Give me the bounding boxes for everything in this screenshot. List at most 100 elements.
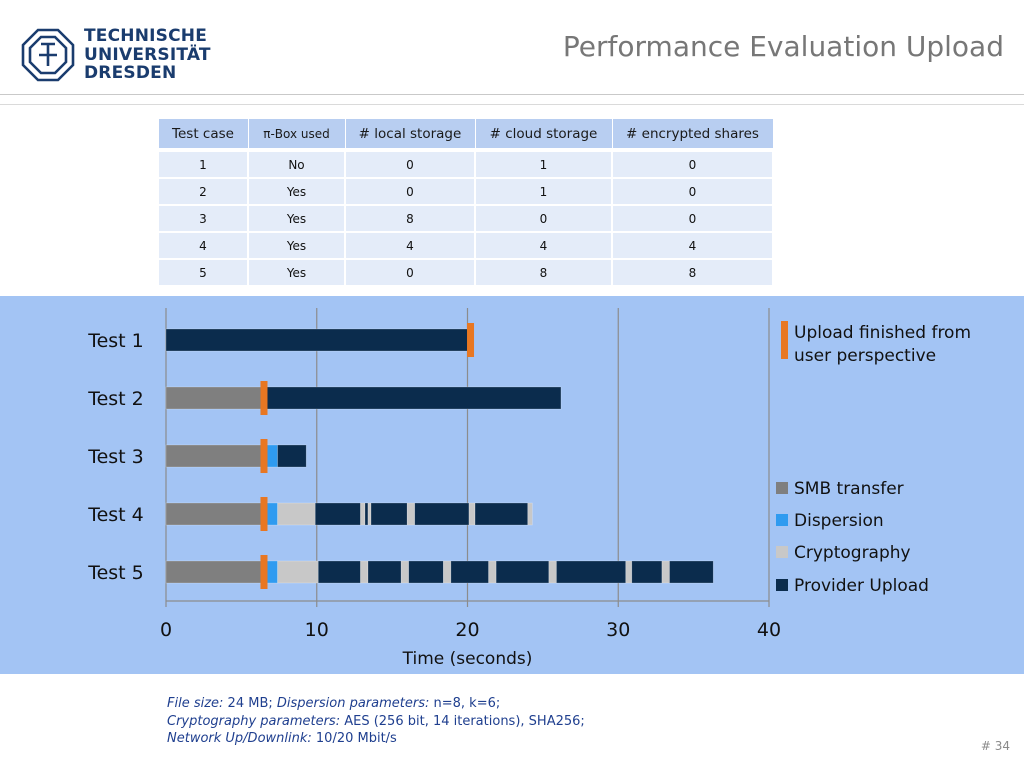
bar-segment	[488, 560, 497, 584]
x-tick-label: 20	[455, 619, 479, 641]
bar-segment	[367, 502, 372, 526]
table-cell: 8	[344, 204, 476, 233]
bar-segment	[548, 560, 557, 584]
parameter-value: n=8, k=6;	[429, 696, 501, 711]
table-cell: 2	[157, 177, 249, 206]
bar-segment	[468, 502, 476, 526]
upload-finished-marker	[260, 497, 268, 531]
bar-segment	[317, 560, 361, 584]
annotation-line-2: user perspective	[794, 346, 936, 366]
table-row: 3 Yes 8 0 0	[157, 204, 774, 233]
upload-finished-marker	[260, 555, 268, 589]
table-cell: 0	[344, 258, 476, 287]
header-divider-secondary	[0, 104, 1024, 105]
table-cell: Yes	[247, 204, 346, 233]
bar-segment	[165, 386, 263, 410]
table-cell: 0	[344, 177, 476, 206]
parameters-line: Network Up/Downlink: 10/20 Mbit/s	[167, 730, 585, 748]
page-number: # 34	[980, 739, 1010, 753]
bar-segment	[367, 560, 402, 584]
bar-segment	[165, 560, 263, 584]
category-label: Test 1	[87, 330, 144, 352]
legend-marker-swatch	[781, 321, 788, 359]
annotation-line-1: Upload finished from	[794, 323, 971, 343]
bar-segment	[625, 560, 633, 584]
table-cell: 0	[611, 148, 774, 179]
x-tick-label: 40	[757, 619, 781, 641]
test-case-table: Test case π-Box used # local storage # c…	[157, 118, 774, 287]
bar-segment	[262, 386, 562, 410]
bar-segment	[360, 502, 366, 526]
table-cell: 1	[474, 148, 613, 179]
tu-dresden-emblem-icon	[21, 28, 75, 82]
table-row: 2 Yes 0 1 0	[157, 177, 774, 206]
table-cell: Yes	[247, 177, 346, 206]
upload-time-chart: 0 10 20 30 40 Time (seconds) Test 1 Test 2 Test …	[87, 308, 971, 669]
bar-segment	[314, 502, 361, 526]
legend-label: Provider Upload	[794, 576, 929, 596]
table-header-row: Test case π-Box used # local storage # c…	[157, 118, 774, 151]
table-cell: Yes	[247, 258, 346, 287]
legend-swatch	[776, 546, 788, 558]
table-cell: 1	[157, 148, 249, 179]
bar-segment	[631, 560, 663, 584]
legend-swatch	[776, 514, 788, 526]
bar-segment	[360, 560, 369, 584]
table-cell: Yes	[247, 231, 346, 260]
bar-segment	[443, 560, 452, 584]
bar-segment	[669, 560, 714, 584]
x-axis-title: Time (seconds)	[402, 649, 533, 669]
bar-segment	[165, 328, 470, 352]
upload-finished-marker	[260, 381, 268, 415]
table-cell: 4	[611, 231, 774, 260]
bar-segment	[277, 502, 316, 526]
table-cell: 0	[474, 204, 613, 233]
bar-segment	[450, 560, 489, 584]
table-row: 5 Yes 0 8 8	[157, 258, 774, 287]
parameter-key: Network Up/Downlink:	[167, 731, 312, 746]
bar-segment	[414, 502, 470, 526]
parameter-value: 10/20 Mbit/s	[311, 731, 397, 746]
legend-label: Cryptography	[794, 543, 911, 563]
table-cell: 4	[344, 231, 476, 260]
upload-finished-marker	[260, 439, 268, 473]
parameter-key: File size:	[167, 696, 224, 711]
bar-segment	[370, 502, 408, 526]
parameter-key: Dispersion parameters:	[276, 696, 430, 711]
university-name: TECHNISCHE UNIVERSITÄT DRESDEN	[84, 26, 211, 83]
parameter-value: 24 MB;	[223, 696, 277, 711]
table-row: 4 Yes 4 4 4	[157, 231, 774, 260]
table-cell: 0	[611, 204, 774, 233]
table-cell: 5	[157, 258, 249, 287]
tu-dresden-logo: TECHNISCHE UNIVERSITÄT DRESDEN	[20, 27, 220, 87]
bar-segment	[277, 444, 307, 468]
table-cell: 4	[157, 231, 249, 260]
table-cell: 8	[611, 258, 774, 287]
bar-segment	[165, 502, 263, 526]
parameters-line: Cryptography parameters: AES (256 bit, 1…	[167, 713, 585, 731]
table-cell: 1	[474, 177, 613, 206]
column-header-cloud-storage: # cloud storage	[474, 118, 613, 151]
bar-segment	[277, 560, 319, 584]
bar-segment	[408, 560, 444, 584]
upload-finished-marker	[467, 323, 475, 357]
bar-segment	[495, 560, 550, 584]
x-tick-label: 10	[305, 619, 329, 641]
table-cell: 8	[474, 258, 613, 287]
column-header-local-storage: # local storage	[344, 118, 476, 151]
legend-swatch	[776, 482, 788, 494]
category-label: Test 5	[87, 562, 144, 584]
legend-swatch	[776, 579, 788, 591]
bar-segment	[556, 560, 627, 584]
legend-label: SMB transfer	[794, 479, 904, 499]
chart-panel: 0 10 20 30 40 Time (seconds) Test 1 Test 2 Test …	[0, 296, 1024, 674]
table-cell: 0	[344, 148, 476, 179]
parameter-key: Cryptography parameters:	[167, 713, 341, 729]
bar-segment	[527, 502, 533, 526]
bar-segment	[661, 560, 670, 584]
parameter-value: AES (256 bit, 14 iterations), SHA256;	[340, 713, 585, 729]
table-cell: 4	[474, 231, 613, 260]
x-tick-label: 0	[160, 619, 172, 641]
table-cell: No	[247, 148, 346, 179]
table-cell: 0	[611, 177, 774, 206]
